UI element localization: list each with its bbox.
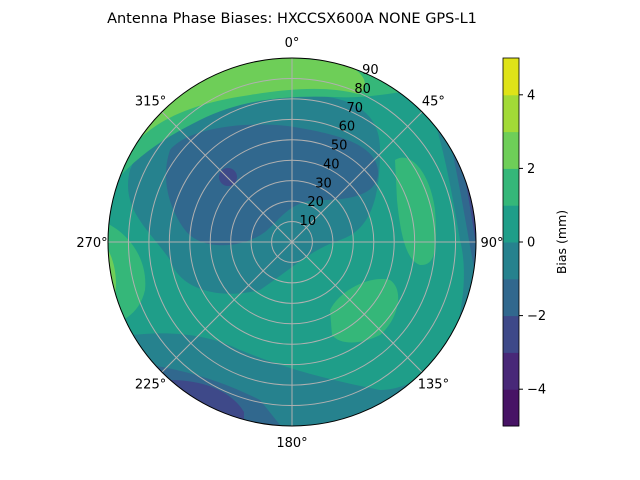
colorbar-label: Bias (mm)	[554, 210, 569, 274]
colorbar: −4 −2 0 2 4	[502, 57, 546, 427]
colorbar-band	[503, 168, 519, 206]
radial-tick-label: 10	[300, 214, 317, 229]
colorbar-tick-label: 4	[527, 88, 535, 103]
radial-tick-label: 60	[339, 120, 356, 135]
colorbar-band	[503, 352, 519, 390]
polar-frame	[107, 57, 477, 427]
colorbar-band	[503, 278, 519, 317]
radial-tick-label: 80	[354, 82, 371, 97]
radial-tick-label: 70	[346, 101, 363, 116]
angular-tick-label: 90°	[480, 236, 503, 251]
angular-tick-label: 225°	[135, 377, 166, 392]
radial-tick-label: 30	[315, 176, 332, 191]
angular-tick-label: 270°	[76, 236, 107, 251]
radial-tick-label: 20	[307, 195, 324, 210]
angular-gridline	[161, 241, 293, 373]
colorbar-band	[503, 94, 519, 133]
radial-tick-labels: 10 20 30 40 50 60 70 80 90	[300, 63, 379, 229]
angular-gridline	[291, 111, 423, 243]
polar-grid	[108, 58, 476, 426]
angular-tick-label: 0°	[285, 36, 300, 51]
angular-tick-label: 180°	[276, 436, 307, 451]
colorbar-tick-label: 0	[527, 236, 535, 251]
angular-tick-labels: 0° 45° 90° 135° 180° 225° 270° 315°	[76, 36, 503, 451]
colorbar-band	[503, 315, 519, 353]
colorbar-band	[503, 58, 519, 96]
radial-tick-label: 40	[323, 157, 340, 172]
angular-gridline	[291, 241, 423, 373]
angular-tick-label: 45°	[422, 95, 445, 110]
colorbar-band	[503, 131, 519, 169]
colorbar-tick-label: −2	[527, 309, 546, 324]
radial-tick-label: 50	[331, 139, 348, 154]
colorbar-band	[503, 205, 519, 243]
radial-tick-label: 90	[362, 63, 379, 78]
chart-title: Antenna Phase Biases: HXCCSX600A NONE GP…	[107, 11, 477, 27]
angular-tick-label: 135°	[418, 377, 449, 392]
colorbar-band	[503, 242, 519, 280]
angular-gridline	[161, 111, 293, 243]
colorbar-band	[503, 389, 519, 427]
angular-tick-label: 315°	[135, 95, 166, 110]
colorbar-tick-label: −4	[527, 383, 546, 398]
colorbar-tick-label: 2	[527, 162, 535, 177]
